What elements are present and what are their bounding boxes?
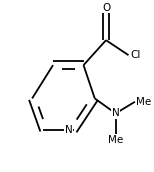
Text: O: O	[102, 3, 110, 13]
Text: Me: Me	[136, 97, 152, 107]
Text: Cl: Cl	[130, 50, 140, 60]
Text: N: N	[112, 108, 120, 118]
Text: Me: Me	[108, 135, 123, 145]
Text: N: N	[65, 125, 72, 135]
